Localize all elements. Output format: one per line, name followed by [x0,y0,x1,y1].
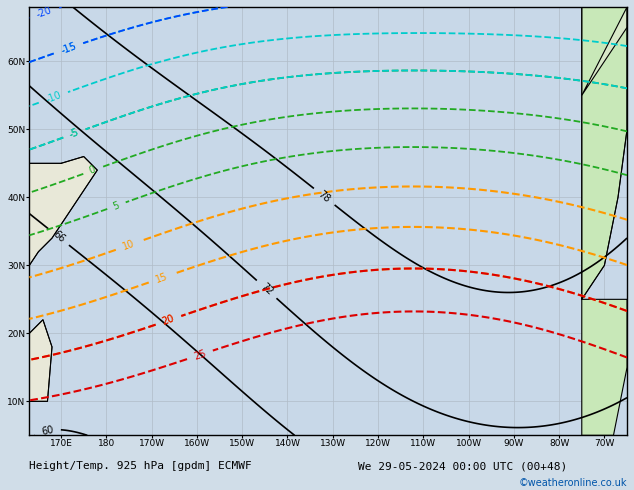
Text: 10: 10 [121,239,136,252]
Text: ©weatheronline.co.uk: ©weatheronline.co.uk [519,478,627,488]
Text: -20: -20 [36,5,53,20]
Text: -15: -15 [59,41,77,56]
Polygon shape [582,7,627,299]
Text: 66: 66 [51,229,67,245]
Text: 20: 20 [161,314,176,327]
Text: -10: -10 [44,90,63,105]
Text: 20: 20 [161,314,176,327]
Text: 15: 15 [154,271,169,285]
Text: -5: -5 [68,127,81,140]
Text: 5: 5 [112,200,121,211]
Text: -15: -15 [59,41,77,56]
Text: 72: 72 [259,281,275,297]
Text: We 29-05-2024 00:00 UTC (00+48): We 29-05-2024 00:00 UTC (00+48) [358,461,567,471]
Polygon shape [29,320,52,401]
Polygon shape [582,299,627,435]
Text: Height/Temp. 925 hPa [gpdm] ECMWF: Height/Temp. 925 hPa [gpdm] ECMWF [29,461,252,471]
Text: 78: 78 [316,189,332,204]
Text: 0: 0 [87,165,97,176]
Polygon shape [29,156,97,265]
Text: 25: 25 [192,348,207,362]
Text: -5: -5 [68,127,81,140]
Text: 60: 60 [41,424,55,437]
Polygon shape [582,7,627,96]
